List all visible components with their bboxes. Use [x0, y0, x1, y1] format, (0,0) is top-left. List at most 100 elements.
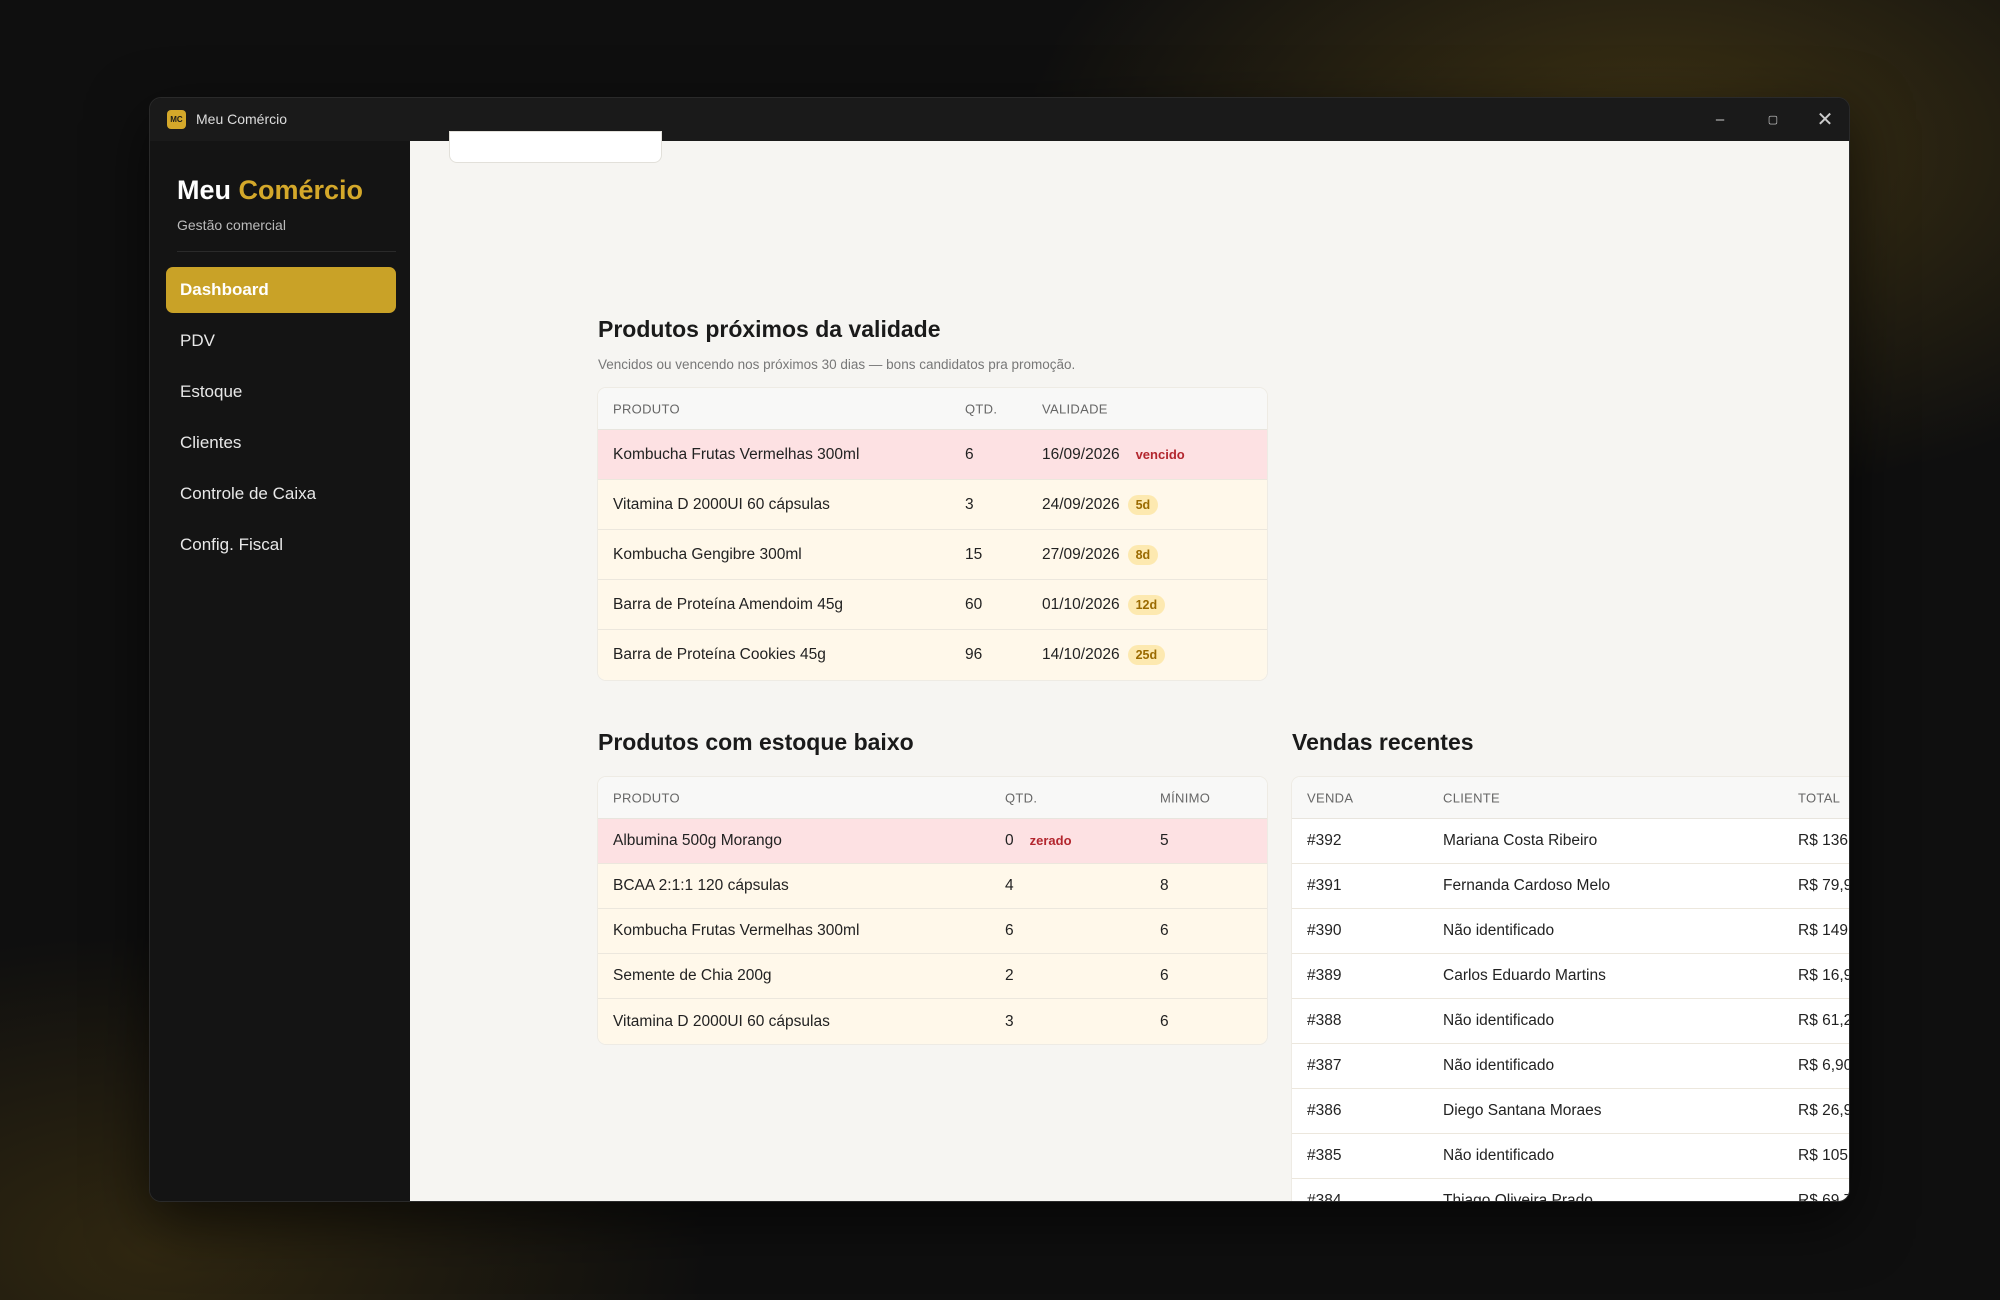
client-name: Diego Santana Moraes — [1443, 1102, 1602, 1119]
minimum: 6 — [1160, 1012, 1169, 1030]
expiry-date: 16/09/2026 — [1042, 445, 1120, 463]
nav-item[interactable]: Estoque — [180, 382, 243, 401]
table-row: Kombucha Gengibre 300ml 15 27/09/2026 8d — [598, 530, 1267, 580]
nav-item[interactable]: Config. Fiscal — [180, 535, 283, 554]
quantity-cell: 4 — [1005, 877, 1014, 895]
quantity: 96 — [965, 646, 983, 663]
sale-id: #392 — [1307, 832, 1342, 849]
section-title: Produtos com estoque baixo — [598, 729, 914, 755]
quantity-cell: 2 — [1005, 967, 1014, 985]
table-row: #392 Mariana Costa Ribeiro R$ 136,70 — [1292, 819, 1849, 864]
app-window: MC Meu Comércio – ▢ ✕ Meu Comércio Gestã… — [149, 97, 1850, 1202]
product-name: Kombucha Gengibre 300ml — [613, 545, 802, 563]
expiring-table: PRODUTO QTD. VALIDADE Kombucha Frutas Verme… — [598, 388, 1267, 680]
expiry-badge: 5d — [1127, 494, 1159, 515]
client-name: Não identificado — [1443, 922, 1555, 939]
table-row: Kombucha Frutas Vermelhas 300ml 6 16/09/20… — [598, 430, 1267, 480]
sidebar: Meu Comércio Gestão comercial Dashboard P… — [150, 141, 410, 1201]
sale-total: R$ 136,70 — [1798, 832, 1849, 849]
column-header: PRODUTO — [613, 790, 680, 805]
sale-total: R$ 79,90 — [1798, 877, 1849, 894]
quantity-cell: 6 — [1005, 922, 1014, 940]
expiry-cell: 01/10/2026 12d — [1042, 594, 1166, 615]
table-row: #390 Não identificado R$ 149,20 — [1292, 909, 1849, 954]
expiry-badge: 12d — [1127, 594, 1166, 615]
sale-total: R$ 69,70 — [1798, 1192, 1849, 1202]
divider — [177, 251, 396, 252]
client-name: Carlos Eduardo Martins — [1443, 967, 1606, 984]
expiry-cell: 24/09/2026 5d — [1042, 494, 1159, 515]
table-row: #386 Diego Santana Moraes R$ 26,90 — [1292, 1089, 1849, 1134]
card — [449, 131, 662, 163]
client-name: Fernanda Cardoso Melo — [1443, 877, 1611, 894]
close-button[interactable]: ✕ — [1816, 109, 1834, 131]
brand-subtitle: Gestão comercial — [177, 217, 286, 233]
table-row: Vitamina D 2000UI 60 cápsulas 3 6 — [598, 999, 1267, 1044]
sale-total: R$ 149,20 — [1798, 922, 1849, 939]
product-name: Vitamina D 2000UI 60 cápsulas — [613, 495, 830, 513]
expiry-date: 24/09/2026 — [1042, 495, 1120, 513]
window-title: Meu Comércio — [196, 111, 288, 127]
table-header: VENDA CLIENTE TOTAL — [1292, 777, 1849, 819]
product-name: BCAA 2:1:1 120 cápsulas — [613, 877, 789, 894]
table-header: PRODUTO QTD. MÍNIMO — [598, 777, 1267, 819]
nav-item[interactable]: Clientes — [180, 433, 242, 452]
table-row: Semente de Chia 200g 2 6 — [598, 954, 1267, 999]
column-header: TOTAL — [1798, 790, 1841, 805]
expiry-date: 01/10/2026 — [1042, 595, 1120, 613]
client-name: Mariana Costa Ribeiro — [1443, 832, 1598, 849]
column-header: PRODUTO — [613, 401, 680, 416]
content: Produtos próximos da validade Vencidos o… — [410, 131, 1849, 1202]
quantity: 60 — [965, 595, 983, 613]
section-title: Produtos próximos da validade — [598, 316, 941, 342]
sale-total: R$ 61,20 — [1798, 1012, 1849, 1029]
expiry-date: 27/09/2026 — [1042, 545, 1120, 563]
product-name: Kombucha Frutas Vermelhas 300ml — [613, 445, 860, 463]
sale-total: R$ 105,10 — [1798, 1147, 1849, 1164]
minimize-button[interactable]: – — [1715, 111, 1725, 128]
sale-id: #390 — [1307, 922, 1342, 939]
quantity: 0 — [1005, 832, 1014, 849]
sale-total: R$ 16,90 — [1798, 967, 1849, 984]
brand-second: Comércio — [238, 175, 364, 205]
expiry-cell: 14/10/2026 25d — [1042, 645, 1166, 665]
title-bar: MC Meu Comércio – ▢ ✕ — [150, 98, 1849, 141]
sale-id: #387 — [1307, 1057, 1342, 1074]
table-row: #388 Não identificado R$ 61,20 — [1292, 999, 1849, 1044]
table-row: BCAA 2:1:1 120 cápsulas 4 8 — [598, 864, 1267, 909]
nav-item[interactable]: Controle de Caixa — [180, 484, 317, 503]
table-row: #391 Fernanda Cardoso Melo R$ 79,90 — [1292, 864, 1849, 909]
minimum: 6 — [1160, 967, 1169, 984]
product-name: Semente de Chia 200g — [613, 967, 772, 984]
quantity: 6 — [1005, 922, 1014, 939]
minimum: 8 — [1160, 877, 1169, 894]
table-row: Albumina 500g Morango 0 zerado 5 — [598, 819, 1267, 864]
nav-item[interactable]: Dashboard — [166, 267, 396, 313]
column-header: VALIDADE — [1042, 401, 1108, 416]
nav-item[interactable]: PDV — [180, 331, 215, 350]
sale-id: #389 — [1307, 967, 1342, 984]
quantity: 6 — [965, 445, 974, 463]
stock-badge: zerado — [1029, 833, 1072, 848]
minimum: 6 — [1160, 922, 1169, 939]
expiry-cell: 27/09/2026 8d — [1042, 544, 1159, 565]
table-row: Kombucha Frutas Vermelhas 300ml 6 6 — [598, 909, 1267, 954]
product-name: Barra de Proteína Amendoim 45g — [613, 595, 844, 613]
expiry-date: 14/10/2026 — [1042, 646, 1120, 663]
brand-first: Meu — [177, 175, 231, 205]
column-header: QTD. — [1005, 790, 1038, 805]
column-header: QTD. — [965, 401, 998, 416]
product-name: Albumina 500g Morango — [613, 832, 782, 849]
column-header: CLIENTE — [1443, 790, 1501, 805]
brand: Meu Comércio — [177, 175, 363, 206]
sale-id: #388 — [1307, 1012, 1342, 1029]
table-row: Barra de Proteína Amendoim 45g 60 01/10/20… — [598, 580, 1267, 630]
expiry-badge: 8d — [1127, 544, 1159, 565]
maximize-button[interactable]: ▢ — [1767, 114, 1779, 126]
sale-total: R$ 26,90 — [1798, 1102, 1849, 1119]
client-name: Não identificado — [1443, 1057, 1555, 1074]
sale-id: #385 — [1307, 1147, 1342, 1164]
quantity: 2 — [1005, 967, 1014, 984]
table-row: #389 Carlos Eduardo Martins R$ 16,90 — [1292, 954, 1849, 999]
